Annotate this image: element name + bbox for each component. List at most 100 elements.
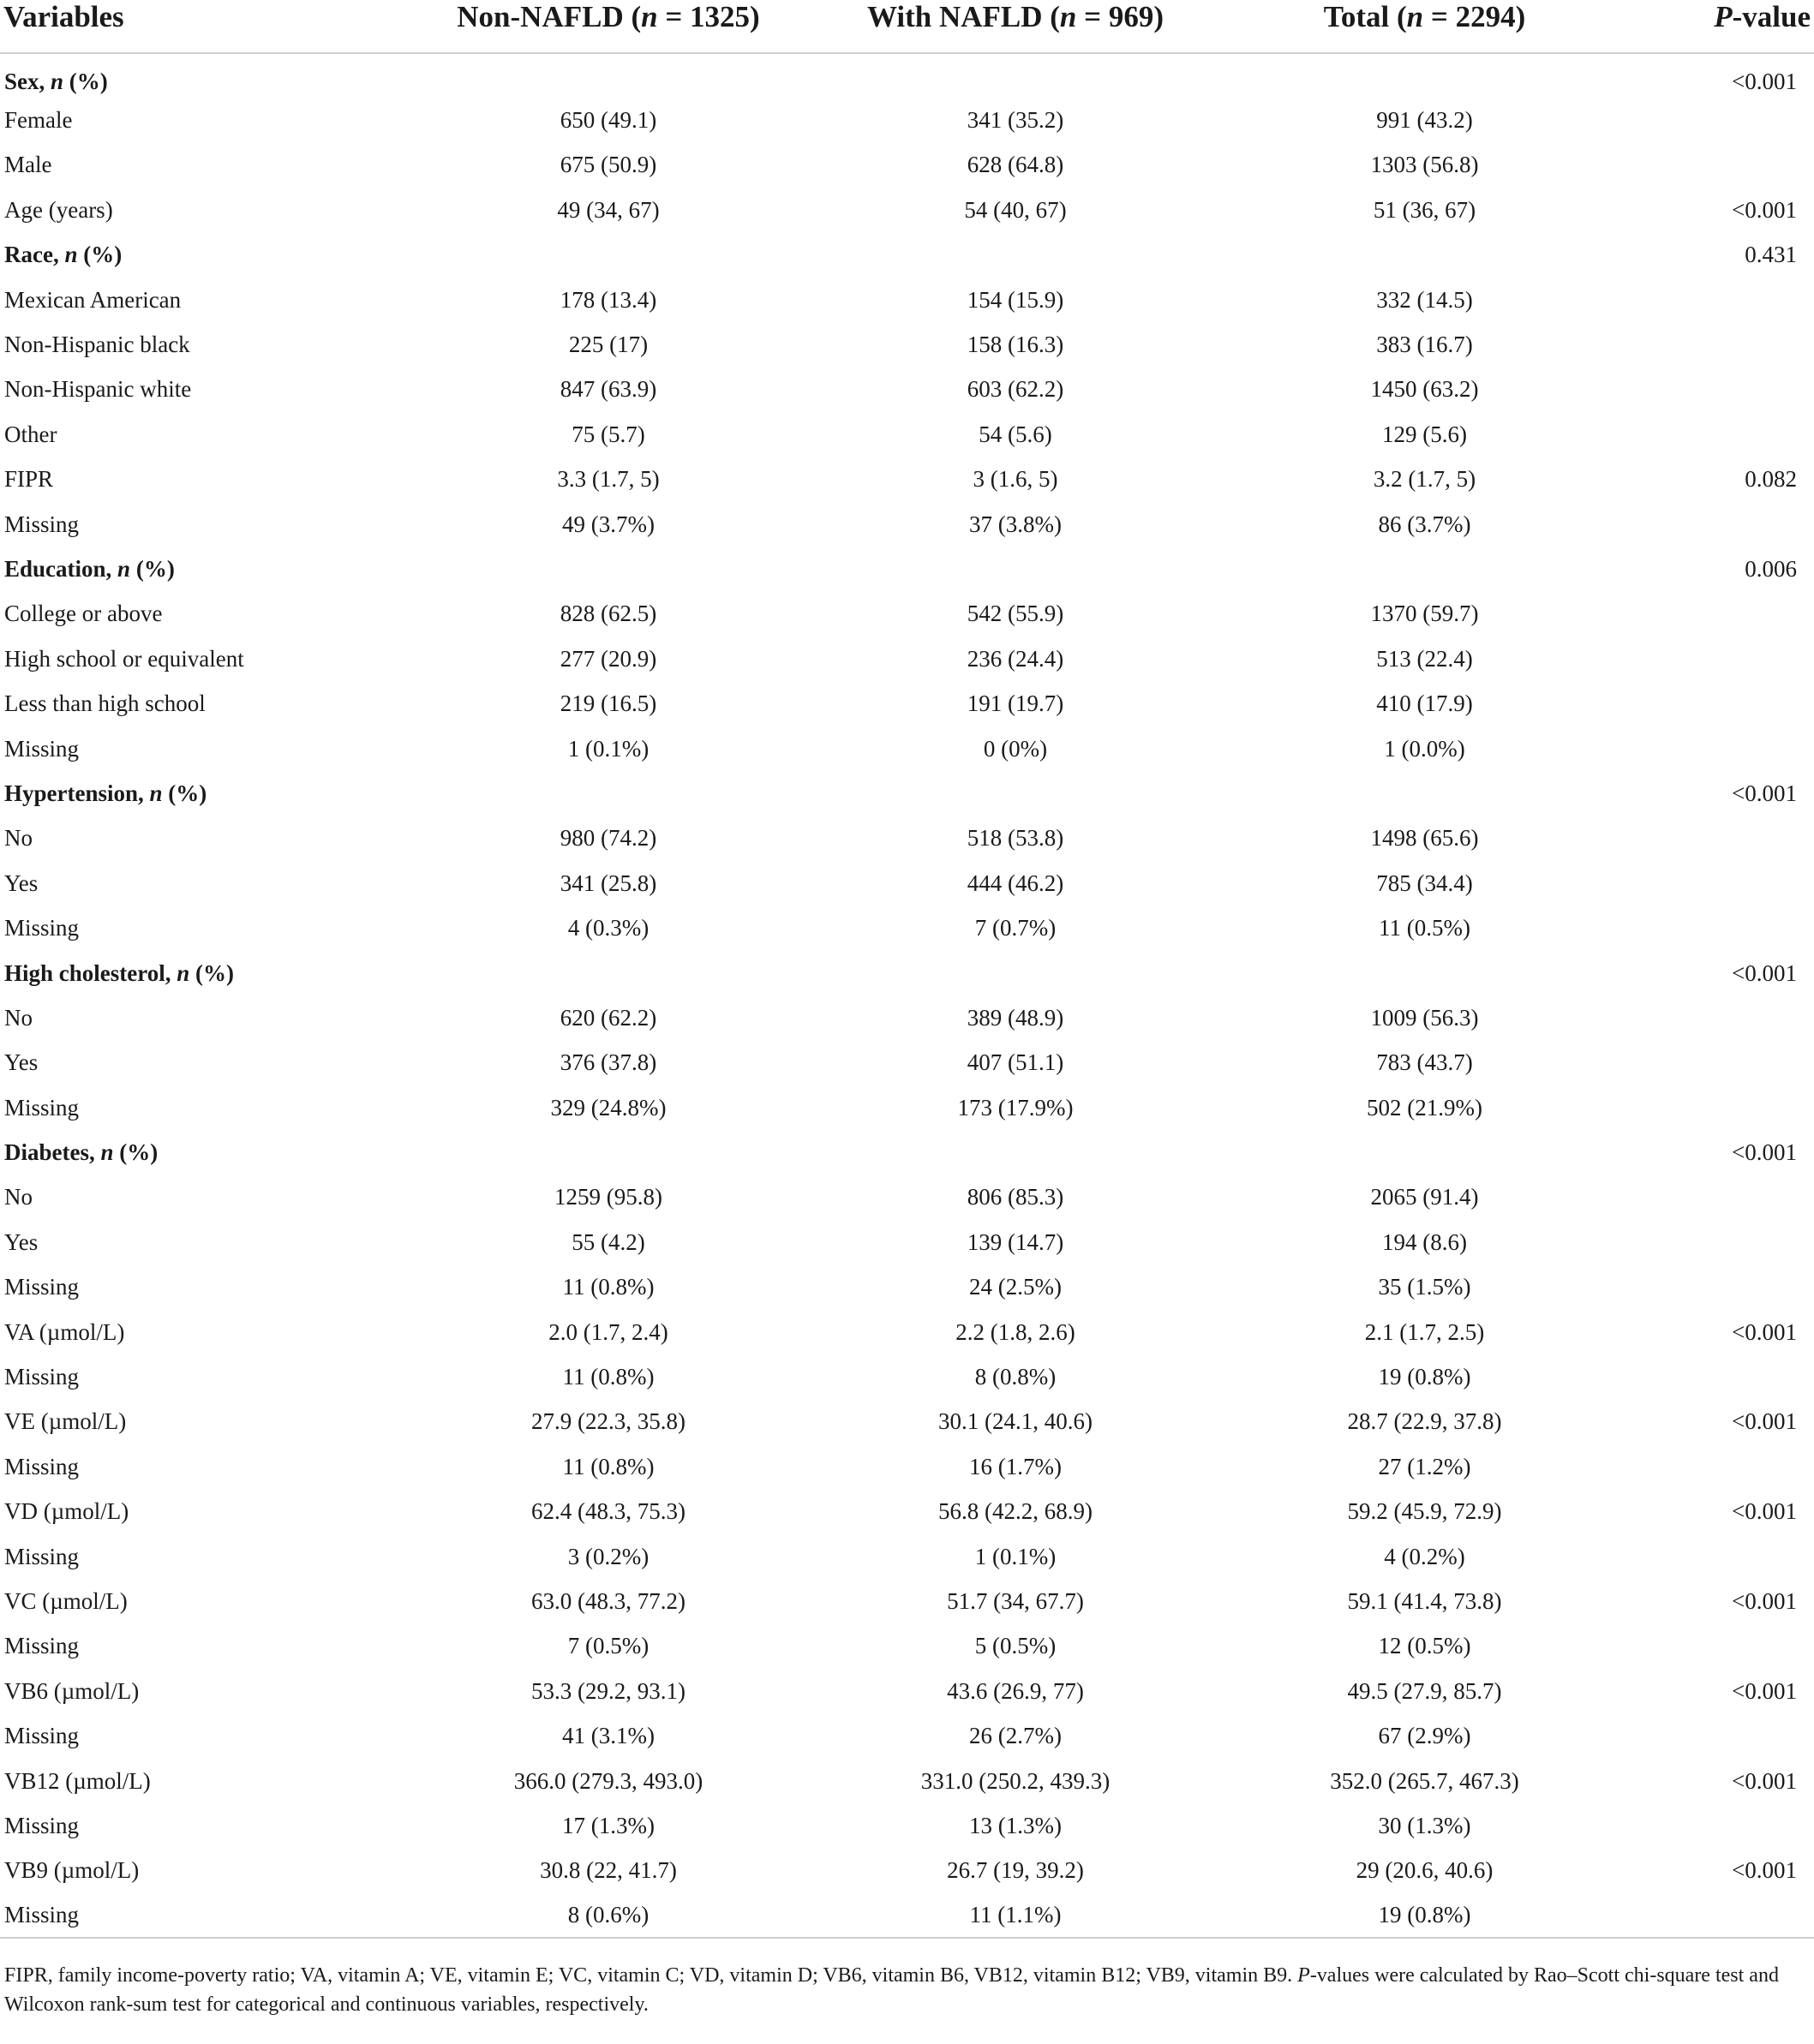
cell-with-nafld: 139 (14.7)	[805, 1220, 1225, 1264]
cell-non-nafld	[411, 53, 805, 98]
cell-total: 1370 (59.7)	[1225, 592, 1624, 637]
table-row: VB9 (µmol/L) 30.8 (22, 41.7) 26.7 (19, 39.…	[0, 1849, 1814, 1893]
cell-with-nafld: 7 (0.7%)	[805, 905, 1225, 950]
cell-non-nafld	[411, 233, 805, 278]
cell-with-nafld: 389 (48.9)	[805, 995, 1225, 1040]
cell-total: 59.2 (45.9, 72.9)	[1225, 1490, 1624, 1534]
row-label: VD (µmol/L)	[0, 1490, 411, 1534]
cell-pvalue	[1624, 322, 1814, 367]
section-row: Hypertension, n (%) <0.001	[0, 771, 1814, 816]
cell-non-nafld: 75 (5.7)	[411, 412, 805, 457]
cell-with-nafld: 37 (3.8%)	[805, 502, 1225, 547]
cell-total: 12 (0.5%)	[1225, 1624, 1624, 1669]
row-label: VB12 (µmol/L)	[0, 1759, 411, 1803]
cell-total: 86 (3.7%)	[1225, 502, 1624, 547]
cell-with-nafld: 331.0 (250.2, 439.3)	[805, 1759, 1225, 1803]
table-row: FIPR 3.3 (1.7, 5) 3 (1.6, 5) 3.2 (1.7, 5) 0.…	[0, 457, 1814, 502]
table-row: VB12 (µmol/L) 366.0 (279.3, 493.0) 331.0 (…	[0, 1759, 1814, 1803]
cell-pvalue	[1624, 1041, 1814, 1085]
cell-non-nafld: 3.3 (1.7, 5)	[411, 457, 805, 502]
table-row: VD (µmol/L) 62.4 (48.3, 75.3) 56.8 (42.2, …	[0, 1490, 1814, 1534]
cell-total: 129 (5.6)	[1225, 412, 1624, 457]
table-row: Missing 11 (0.8%) 8 (0.8%) 19 (0.8%)	[0, 1354, 1814, 1399]
cell-with-nafld: 806 (85.3)	[805, 1175, 1225, 1220]
cell-non-nafld: 41 (3.1%)	[411, 1713, 805, 1758]
cell-non-nafld: 2.0 (1.7, 2.4)	[411, 1310, 805, 1354]
section-row: Diabetes, n (%) <0.001	[0, 1130, 1814, 1174]
cell-total: 2065 (91.4)	[1225, 1175, 1624, 1220]
table-row: Age (years) 49 (34, 67) 54 (40, 67) 51 (36,…	[0, 188, 1814, 232]
cell-total	[1225, 771, 1624, 816]
row-label: VB6 (µmol/L)	[0, 1669, 411, 1713]
cell-non-nafld: 178 (13.4)	[411, 278, 805, 322]
row-label: FIPR	[0, 457, 411, 502]
cell-with-nafld: 518 (53.8)	[805, 816, 1225, 861]
cell-with-nafld: 1 (0.1%)	[805, 1534, 1225, 1579]
cell-pvalue: <0.001	[1624, 1759, 1814, 1803]
cell-pvalue	[1624, 1175, 1814, 1220]
cell-total: 67 (2.9%)	[1225, 1713, 1624, 1758]
row-label: No	[0, 816, 411, 861]
cell-pvalue	[1624, 995, 1814, 1040]
cell-pvalue	[1624, 592, 1814, 637]
cell-with-nafld: 542 (55.9)	[805, 592, 1225, 637]
row-label: College or above	[0, 592, 411, 637]
cell-with-nafld: 54 (40, 67)	[805, 188, 1225, 232]
cell-non-nafld: 30.8 (22, 41.7)	[411, 1849, 805, 1893]
cell-with-nafld: 56.8 (42.2, 68.9)	[805, 1490, 1225, 1534]
cell-non-nafld: 219 (16.5)	[411, 681, 805, 726]
cell-pvalue	[1624, 368, 1814, 412]
cell-pvalue: <0.001	[1624, 771, 1814, 816]
cell-pvalue: 0.006	[1624, 547, 1814, 591]
cell-total: 4 (0.2%)	[1225, 1534, 1624, 1579]
cell-with-nafld: 51.7 (34, 67.7)	[805, 1579, 1225, 1623]
header-variables: Variables	[0, 0, 411, 53]
row-label: Missing	[0, 1893, 411, 1938]
cell-with-nafld	[805, 547, 1225, 591]
cell-pvalue: <0.001	[1624, 1849, 1814, 1893]
cell-total: 3.2 (1.7, 5)	[1225, 457, 1624, 502]
table-row: VE (µmol/L) 27.9 (22.3, 35.8) 30.1 (24.1, …	[0, 1400, 1814, 1444]
cell-non-nafld: 4 (0.3%)	[411, 905, 805, 950]
row-label: Missing	[0, 726, 411, 771]
cell-non-nafld: 366.0 (279.3, 493.0)	[411, 1759, 805, 1803]
cell-pvalue	[1624, 1803, 1814, 1848]
cell-total: 991 (43.2)	[1225, 98, 1624, 142]
header-with-nafld: With NAFLD (n = 969)	[805, 0, 1225, 53]
cell-pvalue	[1624, 726, 1814, 771]
cell-with-nafld	[805, 1130, 1225, 1174]
row-label: Missing	[0, 1444, 411, 1489]
row-label: Mexican American	[0, 278, 411, 322]
table-row: Female 650 (49.1) 341 (35.2) 991 (43.2)	[0, 98, 1814, 142]
cell-pvalue	[1624, 412, 1814, 457]
row-label: Education, n (%)	[0, 547, 411, 591]
cell-pvalue	[1624, 278, 1814, 322]
table-footer: FIPR, family income-poverty ratio; VA, v…	[0, 1938, 1814, 2019]
cell-pvalue	[1624, 816, 1814, 861]
cell-pvalue	[1624, 1713, 1814, 1758]
row-label: Non-Hispanic black	[0, 322, 411, 367]
cell-with-nafld	[805, 233, 1225, 278]
table-row: Missing 1 (0.1%) 0 (0%) 1 (0.0%)	[0, 726, 1814, 771]
cell-total: 49.5 (27.9, 85.7)	[1225, 1669, 1624, 1713]
cell-with-nafld: 3 (1.6, 5)	[805, 457, 1225, 502]
row-label: Missing	[0, 502, 411, 547]
table-row: Non-Hispanic black 225 (17) 158 (16.3) 383 …	[0, 322, 1814, 367]
cell-pvalue	[1624, 98, 1814, 142]
table-row: Missing 329 (24.8%) 173 (17.9%) 502 (21.9%)	[0, 1085, 1814, 1130]
cell-pvalue	[1624, 861, 1814, 905]
row-label: High cholesterol, n (%)	[0, 951, 411, 995]
cell-non-nafld: 650 (49.1)	[411, 98, 805, 142]
cell-pvalue	[1624, 1354, 1814, 1399]
cell-total: 352.0 (265.7, 467.3)	[1225, 1759, 1624, 1803]
header-non-nafld: Non-NAFLD (n = 1325)	[411, 0, 805, 53]
table-row: No 620 (62.2) 389 (48.9) 1009 (56.3)	[0, 995, 1814, 1040]
cell-non-nafld: 49 (34, 67)	[411, 188, 805, 232]
table-row: Other 75 (5.7) 54 (5.6) 129 (5.6)	[0, 412, 1814, 457]
row-label: Missing	[0, 1354, 411, 1399]
cell-total: 383 (16.7)	[1225, 322, 1624, 367]
cell-with-nafld: 13 (1.3%)	[805, 1803, 1225, 1848]
row-label: Missing	[0, 1265, 411, 1310]
cell-total	[1225, 53, 1624, 98]
